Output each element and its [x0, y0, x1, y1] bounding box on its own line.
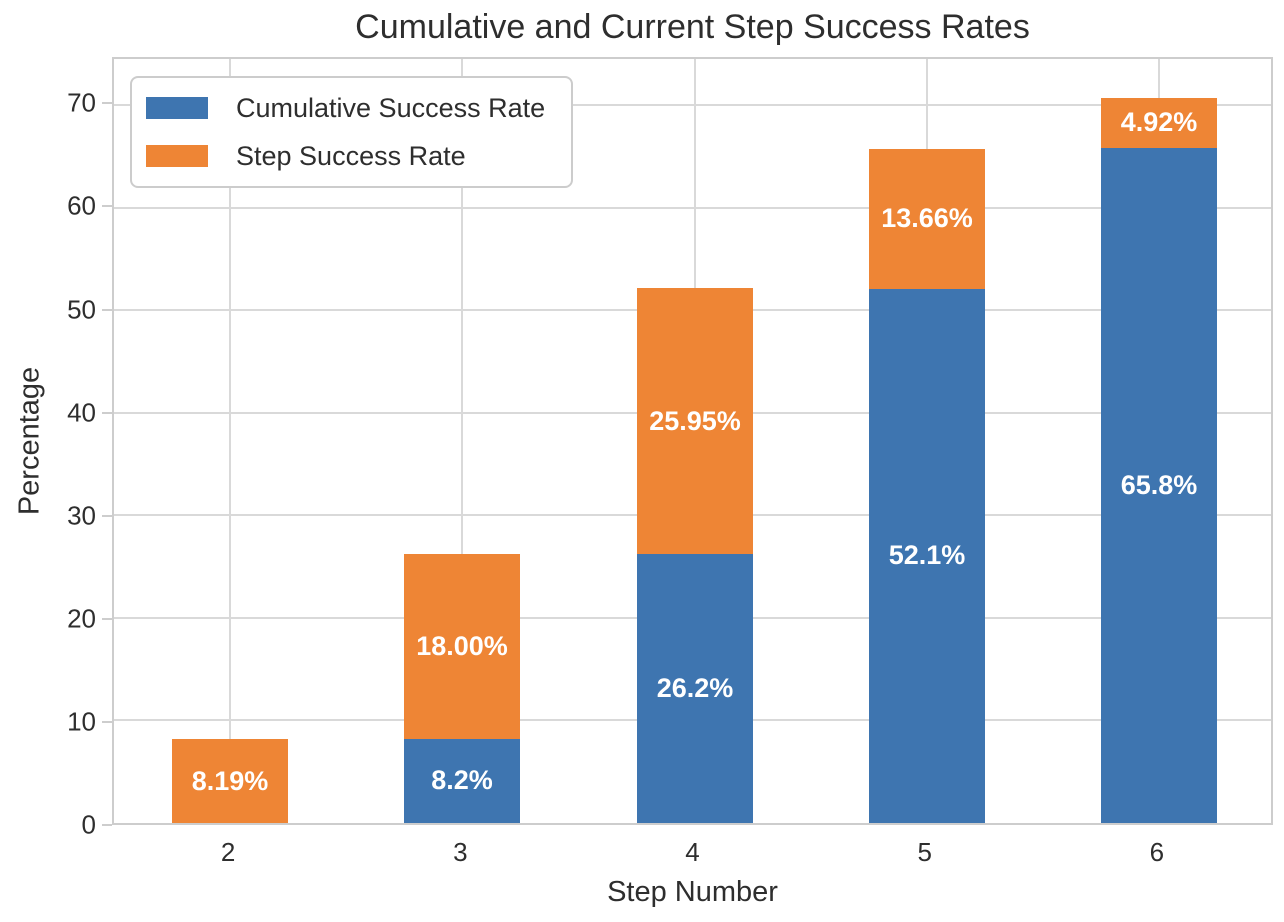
- bar-segment-cumulative: 26.2%: [637, 554, 753, 823]
- bar-value-label: 8.19%: [191, 765, 269, 796]
- bar-value-label: 52.1%: [888, 540, 966, 571]
- bar-value-label: 26.2%: [656, 673, 734, 704]
- legend-label: Cumulative Success Rate: [236, 92, 546, 123]
- y-tick-label: 70: [67, 87, 96, 118]
- v-gridline: [461, 59, 464, 823]
- bar-segment-step: 25.95%: [637, 288, 753, 555]
- y-tick-label: 50: [67, 294, 96, 325]
- bar-value-label: 18.00%: [416, 631, 508, 662]
- y-tick-mark: [102, 720, 112, 723]
- bar-segment-step: 8.19%: [172, 739, 288, 823]
- bar-segment-cumulative: 8.2%: [404, 738, 520, 823]
- y-tick-mark: [102, 308, 112, 311]
- y-tick-mark: [102, 514, 112, 517]
- x-tick-label: 4: [685, 837, 700, 867]
- bar-segment-cumulative: 65.8%: [1101, 148, 1217, 823]
- y-tick-label: 60: [67, 190, 96, 221]
- bar-segment-step: 4.92%: [1101, 97, 1217, 149]
- chart-title: Cumulative and Current Step Success Rate…: [355, 8, 1030, 46]
- y-tick-mark: [102, 824, 112, 826]
- y-tick-label: 10: [67, 706, 96, 737]
- x-tick-label: 5: [917, 837, 932, 867]
- x-tick-label: 6: [1149, 837, 1165, 867]
- v-gridline: [229, 59, 232, 823]
- x-tick-label: 2: [220, 837, 236, 867]
- bar-value-label: 25.95%: [649, 405, 741, 436]
- bar-segment-step: 18.00%: [404, 554, 520, 739]
- bar-value-label: 65.8%: [1120, 470, 1198, 501]
- bar-value-label: 4.92%: [1120, 107, 1198, 138]
- legend-item: Cumulative Success Rate: [146, 87, 545, 129]
- bar-segment-step: 13.66%: [869, 148, 985, 289]
- bar-segment-cumulative: 52.1%: [869, 288, 985, 823]
- legend-swatch: [146, 97, 208, 119]
- bar-value-label: 8.2%: [431, 765, 493, 796]
- y-tick-mark: [102, 617, 112, 620]
- bar-value-label: 13.66%: [881, 203, 973, 234]
- y-tick-label: 30: [67, 500, 96, 531]
- legend: Cumulative Success Rate Step Success Rate: [130, 76, 574, 188]
- y-tick-label: 0: [81, 809, 96, 840]
- y-tick-label: 40: [67, 397, 96, 428]
- y-tick-mark: [102, 411, 112, 414]
- h-gridline: [114, 206, 1271, 209]
- plot-area: Cumulative Success Rate Step Success Rate…: [112, 57, 1273, 825]
- legend-label: Step Success Rate: [236, 140, 466, 171]
- legend-item: Step Success Rate: [146, 135, 545, 177]
- x-tick-label: 3: [453, 837, 468, 867]
- y-axis-label: Percentage: [13, 366, 46, 516]
- h-gridline: [114, 104, 1271, 107]
- legend-swatch: [146, 145, 208, 167]
- y-tick-mark: [102, 102, 112, 105]
- y-tick-label: 20: [67, 603, 96, 634]
- y-tick-mark: [102, 205, 112, 208]
- x-axis-label: Step Number: [607, 876, 778, 908]
